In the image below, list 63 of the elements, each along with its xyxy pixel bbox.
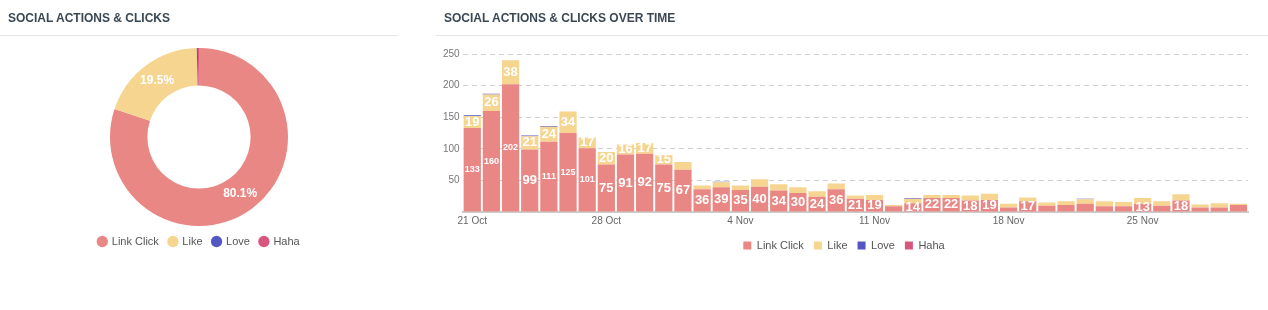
data-label: 125 xyxy=(560,166,576,177)
data-label: 20 xyxy=(599,149,614,165)
data-label: 17 xyxy=(1020,197,1035,213)
data-label: 160 xyxy=(483,155,499,166)
y-tick-label: 250 xyxy=(443,47,461,59)
data-label: 19 xyxy=(465,113,480,129)
data-label: 30 xyxy=(790,193,806,209)
legend-label: Like xyxy=(827,238,848,251)
data-label: 21 xyxy=(848,196,863,212)
data-label: 16 xyxy=(618,141,633,157)
legend-label: Like xyxy=(182,234,203,247)
y-tick-label: 200 xyxy=(443,79,461,91)
data-label: 38 xyxy=(503,63,518,79)
data-label: 39 xyxy=(714,191,729,206)
data-label: 34 xyxy=(771,192,787,208)
chart-title: SOCIAL ACTIONS & CLICKS xyxy=(0,0,398,36)
data-label: 18 xyxy=(1173,197,1189,213)
x-tick-label: 25 Nov xyxy=(1126,214,1159,226)
data-label: 75 xyxy=(656,179,672,195)
data-label: 19 xyxy=(982,197,997,213)
data-label: 34 xyxy=(560,113,577,129)
data-label: 13 xyxy=(1135,199,1150,215)
data-label: 111 xyxy=(541,171,556,182)
data-label: 24 xyxy=(541,125,557,141)
data-label: 75 xyxy=(599,179,614,195)
data-label: 21 xyxy=(522,134,537,150)
x-tick-label: 21 Oct xyxy=(457,214,488,226)
legend-label: Love xyxy=(871,238,895,251)
data-label: 67 xyxy=(675,182,691,198)
x-tick-label: 11 Nov xyxy=(859,214,890,226)
data-label: 101 xyxy=(579,174,595,185)
chart-title: SOCIAL ACTIONS & CLICKS OVER TIME xyxy=(436,0,1268,36)
legend-label: Link Click xyxy=(111,234,160,247)
x-tick-label: 28 Oct xyxy=(591,214,622,226)
y-tick-label: 50 xyxy=(448,174,461,186)
data-label: 19.5% xyxy=(140,72,175,87)
data-label: 133 xyxy=(464,164,480,175)
data-label: 35 xyxy=(733,192,748,208)
legend-label: Link Click xyxy=(756,238,805,251)
data-label: 40 xyxy=(752,190,767,206)
legend-label: Haha xyxy=(918,238,946,251)
data-label: 202 xyxy=(503,142,519,153)
data-label: 19 xyxy=(867,197,882,213)
legend-label: Love xyxy=(226,234,250,247)
data-label: 22 xyxy=(924,196,940,212)
y-tick-label: 100 xyxy=(443,142,461,154)
data-label: 18 xyxy=(963,197,978,213)
data-label: 92 xyxy=(637,174,652,190)
data-label: 24 xyxy=(809,195,826,211)
x-tick-label: 18 Nov xyxy=(992,214,1025,226)
data-label: 80.1% xyxy=(223,186,258,201)
data-label: 26 xyxy=(484,94,499,110)
y-tick-label: 150 xyxy=(443,110,461,122)
x-tick-label: 4 Nov xyxy=(727,214,754,226)
data-label: 14 xyxy=(905,198,921,214)
data-label: 17 xyxy=(637,140,652,156)
data-label: 91 xyxy=(618,174,633,190)
data-label: 36 xyxy=(694,191,710,207)
legend-label: Haha xyxy=(273,234,301,247)
data-label: 17 xyxy=(579,134,595,150)
data-label: 99 xyxy=(522,172,537,188)
data-label: 22 xyxy=(943,196,959,212)
data-label: 36 xyxy=(828,191,844,207)
